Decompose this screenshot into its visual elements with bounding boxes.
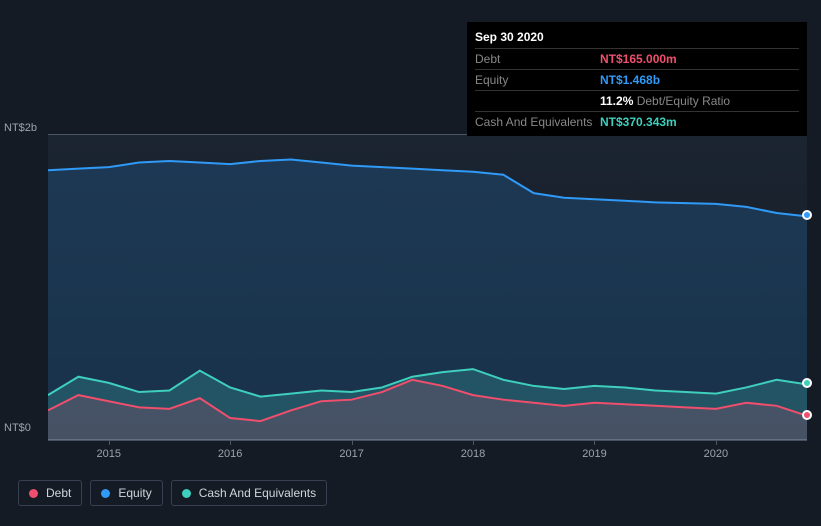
legend-label: Cash And Equivalents	[199, 486, 316, 500]
x-axis-label: 2018	[461, 448, 485, 460]
legend-item-debt[interactable]: Debt	[18, 480, 82, 506]
chart-svg	[48, 135, 807, 441]
tooltip-label	[475, 94, 600, 108]
chart-area[interactable]: NT$2b NT$0 201520162017201820192020	[18, 122, 807, 462]
y-axis-label-bottom: NT$0	[4, 422, 31, 434]
tooltip-label: Equity	[475, 73, 600, 87]
y-axis-label-top: NT$2b	[4, 122, 37, 134]
end-marker-icon	[802, 210, 812, 220]
end-marker-icon	[802, 410, 812, 420]
end-marker-icon	[802, 378, 812, 388]
tooltip-label: Cash And Equivalents	[475, 115, 600, 129]
chart-legend: Debt Equity Cash And Equivalents	[18, 480, 327, 506]
tooltip-value: NT$1.468b	[600, 73, 660, 87]
tooltip-value: NT$165.000m	[600, 52, 677, 66]
tooltip-label: Debt	[475, 52, 600, 66]
x-axis-labels: 2015 2016 2017 2018 2019 2020	[48, 448, 807, 464]
legend-item-cash[interactable]: Cash And Equivalents	[171, 480, 327, 506]
legend-label: Equity	[118, 486, 151, 500]
tooltip-row-debt: Debt NT$165.000m	[475, 49, 799, 70]
tooltip-row-cash: Cash And Equivalents NT$370.343m	[475, 112, 799, 132]
swatch-icon	[182, 489, 191, 498]
x-axis-label: 2017	[339, 448, 363, 460]
x-axis-label: 2015	[96, 448, 120, 460]
tooltip-date: Sep 30 2020	[475, 26, 799, 49]
chart-plot[interactable]	[48, 134, 807, 440]
x-axis-label: 2016	[218, 448, 242, 460]
x-axis-label: 2019	[582, 448, 606, 460]
tooltip-value: NT$370.343m	[600, 115, 677, 129]
legend-label: Debt	[46, 486, 71, 500]
tooltip-value: 11.2% Debt/Equity Ratio	[600, 94, 730, 108]
x-axis-label: 2020	[704, 448, 728, 460]
swatch-icon	[29, 489, 38, 498]
swatch-icon	[101, 489, 110, 498]
tooltip-row-ratio: 11.2% Debt/Equity Ratio	[475, 91, 799, 112]
chart-tooltip: Sep 30 2020 Debt NT$165.000m Equity NT$1…	[467, 22, 807, 136]
tooltip-row-equity: Equity NT$1.468b	[475, 70, 799, 91]
legend-item-equity[interactable]: Equity	[90, 480, 162, 506]
